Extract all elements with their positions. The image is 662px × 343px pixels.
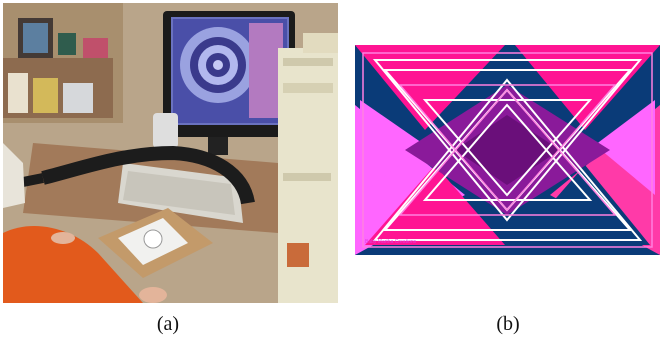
- art-b: Baby Martha Creations: [355, 45, 660, 255]
- geometric-artwork: Baby Martha Creations: [355, 45, 660, 255]
- caption-b: (b): [496, 313, 520, 335]
- artwork-signature: Baby Martha Creations: [365, 239, 417, 245]
- caption-a: (a): [156, 313, 180, 335]
- workstation-photo: [3, 3, 338, 303]
- photo-a: [3, 3, 338, 303]
- person-orange-shirt: [3, 225, 143, 303]
